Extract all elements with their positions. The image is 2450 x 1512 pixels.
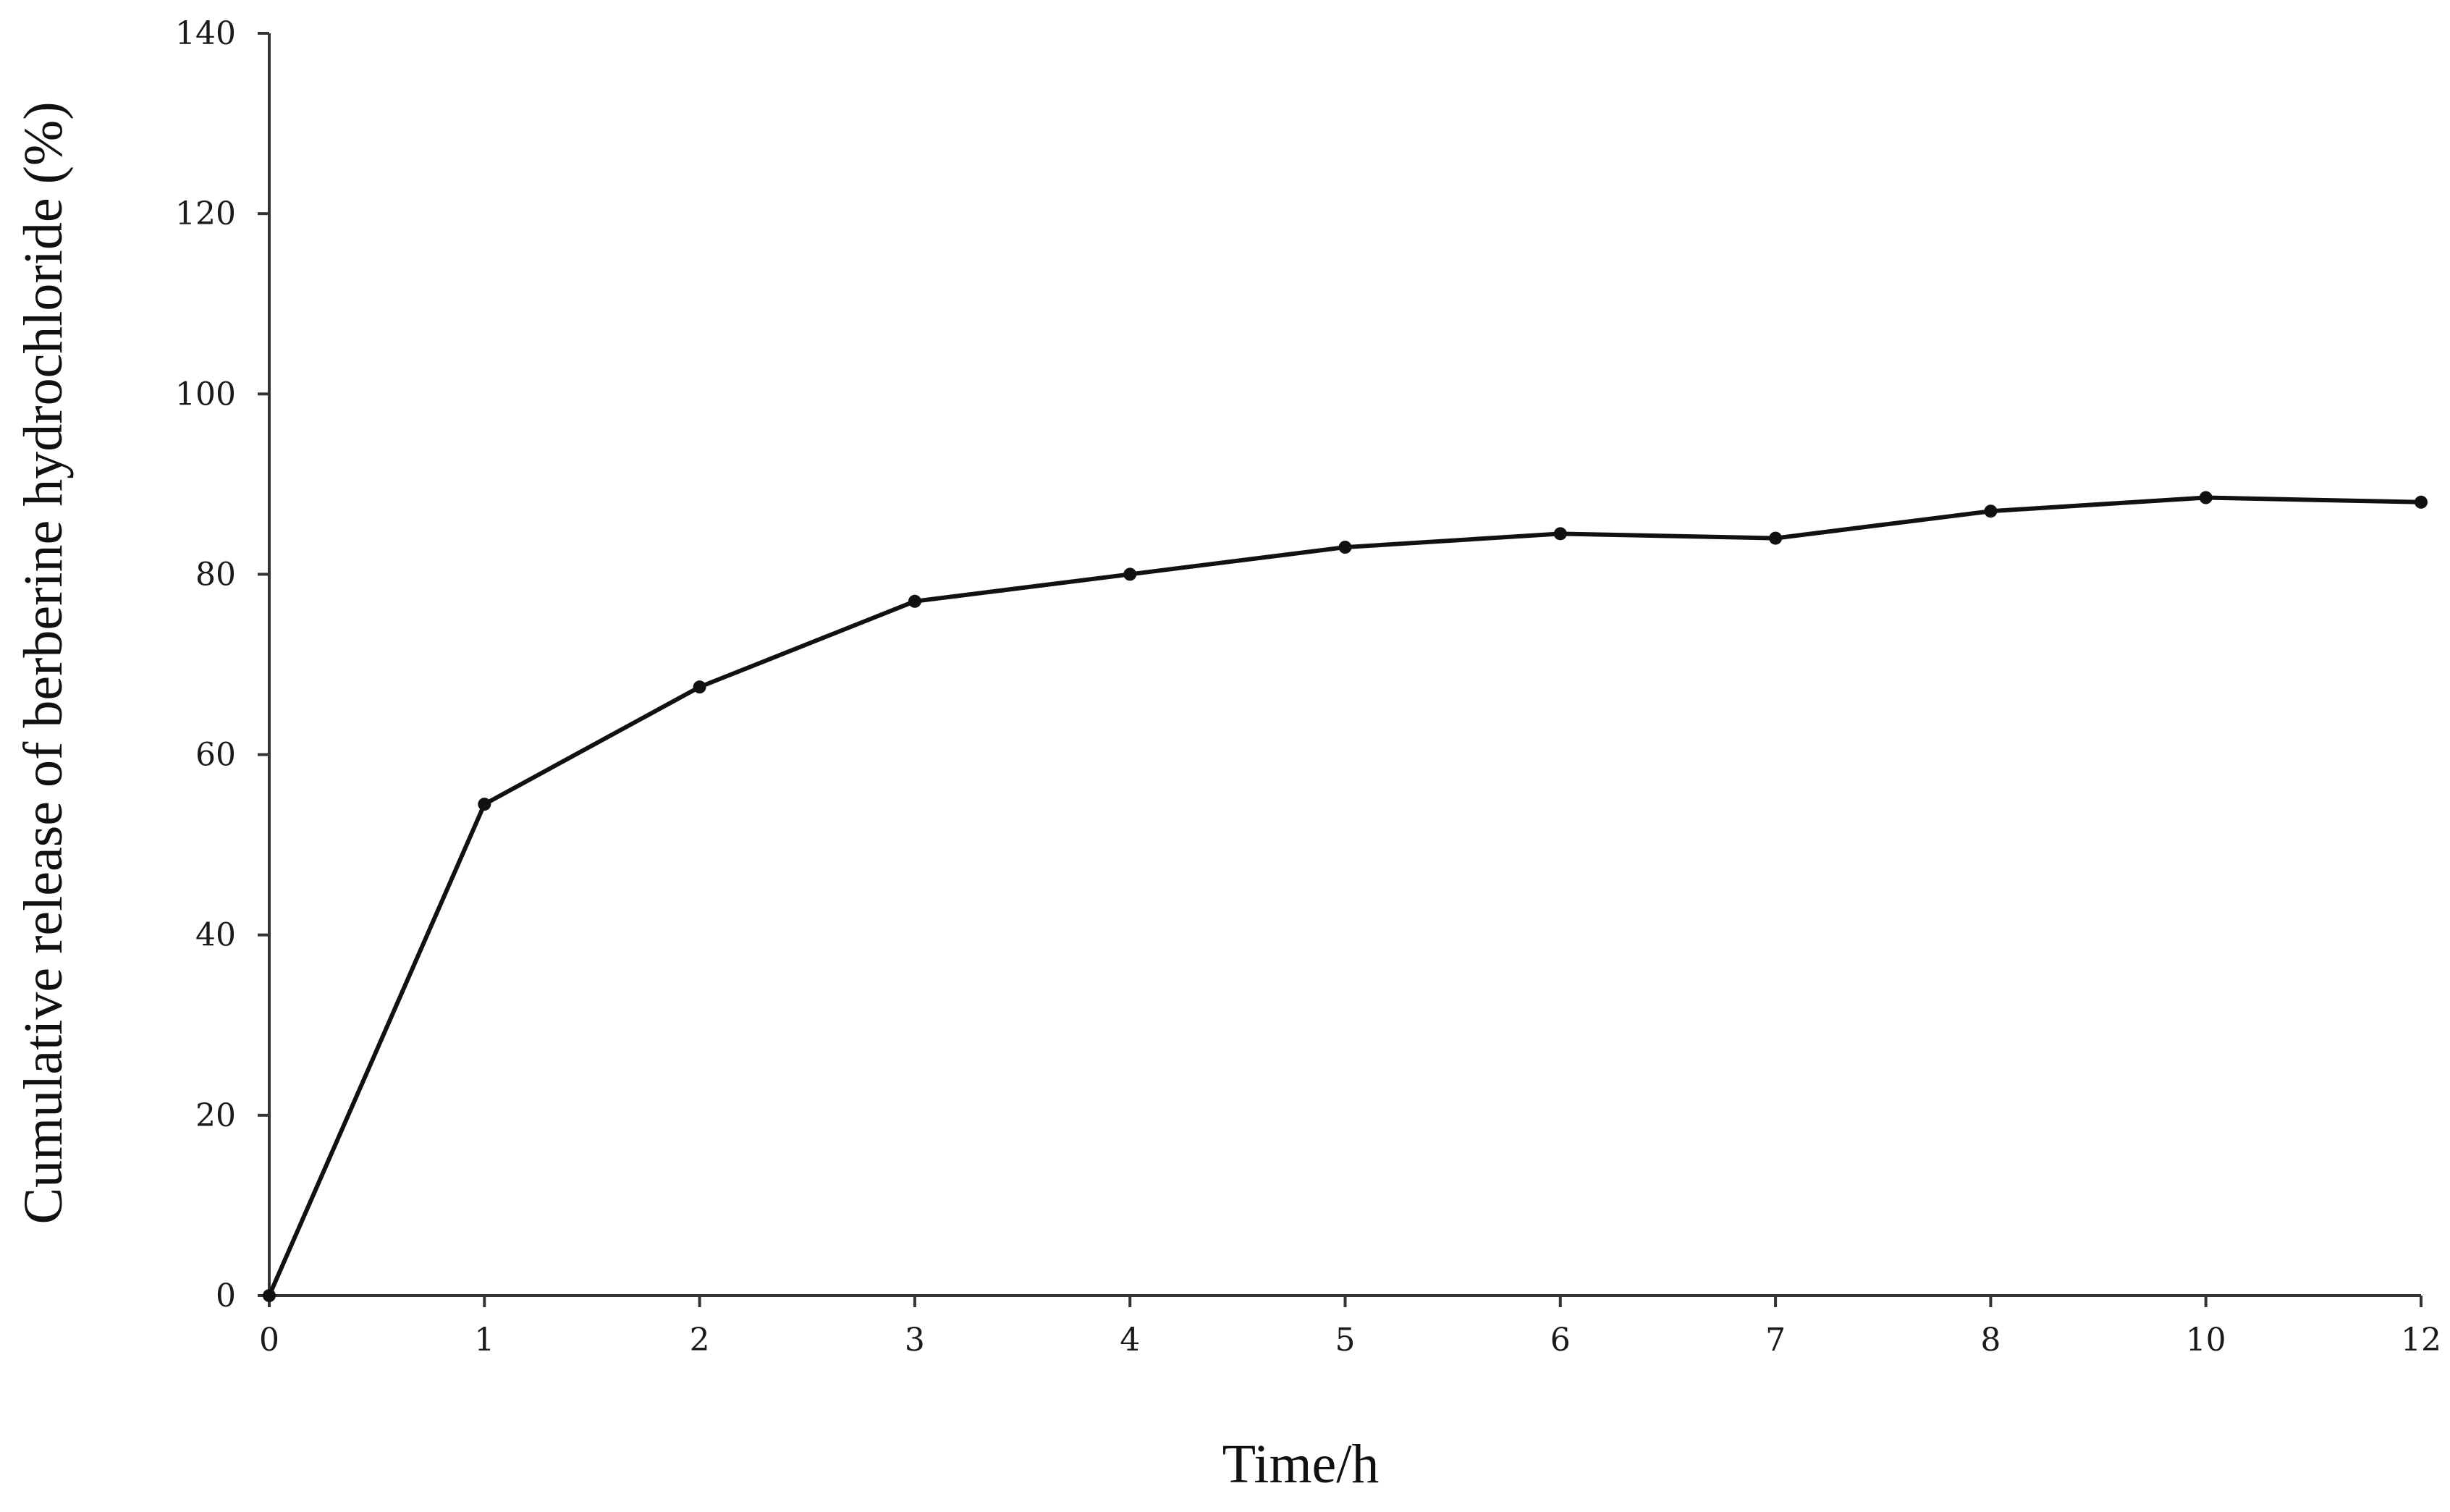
x-tick-label: 0 bbox=[259, 1322, 279, 1359]
y-tick-label: 60 bbox=[195, 737, 236, 774]
series-line bbox=[267, 495, 2422, 1297]
data-point bbox=[2199, 491, 2213, 504]
x-tick-label: 6 bbox=[1550, 1322, 1571, 1359]
y-tick-label: 0 bbox=[216, 1277, 236, 1314]
axes bbox=[268, 33, 2421, 1297]
y-tick-label: 140 bbox=[175, 15, 236, 52]
data-point bbox=[1123, 567, 1137, 581]
y-tick-label: 20 bbox=[195, 1097, 236, 1134]
x-tick-label: 1 bbox=[474, 1322, 494, 1359]
y-tick-label: 120 bbox=[175, 195, 236, 232]
y-tick-label: 80 bbox=[195, 556, 236, 593]
x-tick-label: 3 bbox=[905, 1322, 925, 1359]
data-point bbox=[1984, 504, 1998, 518]
tick-marks bbox=[258, 32, 2422, 1307]
series bbox=[267, 495, 2422, 1297]
data-points bbox=[263, 491, 2428, 1302]
x-tick-label: 8 bbox=[1980, 1322, 2001, 1359]
y-tick-label: 40 bbox=[195, 917, 236, 954]
x-tick-label: 4 bbox=[1120, 1322, 1140, 1359]
x-tick-label: 5 bbox=[1335, 1322, 1356, 1359]
data-point bbox=[1338, 541, 1352, 554]
y-axis-title: Cumulative release of berberine hydrochl… bbox=[13, 101, 74, 1224]
x-tick-label: 12 bbox=[2401, 1322, 2441, 1359]
data-point bbox=[1553, 527, 1567, 541]
data-point bbox=[1769, 531, 1783, 545]
data-point bbox=[478, 798, 491, 811]
y-tick-label: 100 bbox=[175, 376, 236, 413]
data-point bbox=[2415, 495, 2428, 509]
data-point bbox=[693, 680, 706, 694]
data-point bbox=[908, 594, 921, 608]
data-point bbox=[263, 1289, 276, 1302]
x-axis-title: Time/h bbox=[1222, 1434, 1380, 1495]
x-tick-label: 7 bbox=[1765, 1322, 1786, 1359]
x-tick-label: 10 bbox=[2186, 1322, 2226, 1359]
x-tick-label: 2 bbox=[690, 1322, 710, 1359]
